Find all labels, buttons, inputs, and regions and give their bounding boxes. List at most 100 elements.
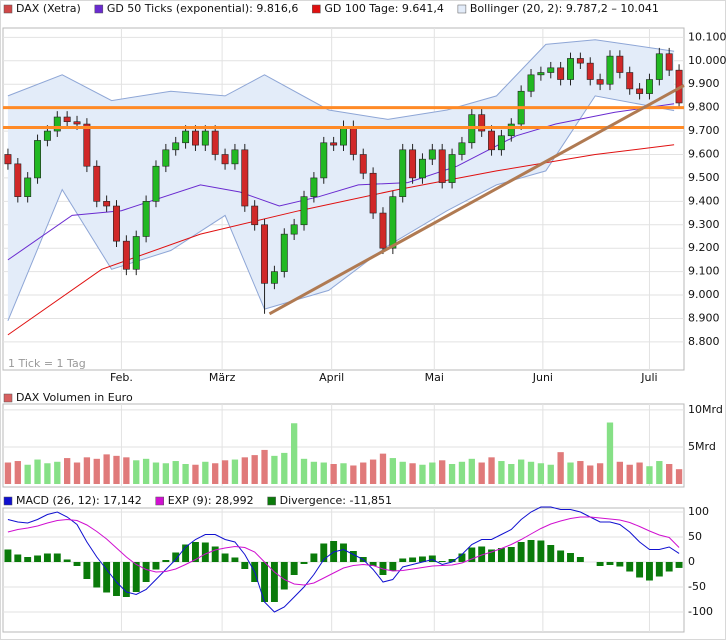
- candle-body: [14, 163, 22, 197]
- candle-body: [596, 79, 604, 85]
- candle-body: [93, 165, 101, 202]
- candle-body: [251, 205, 259, 226]
- moving-average: [7, 144, 675, 336]
- y-tick-label: 8.900: [688, 311, 720, 324]
- divergence-bar: [83, 562, 91, 579]
- volume-bar: [587, 465, 594, 484]
- candle-body: [557, 67, 565, 80]
- candle-body: [231, 149, 239, 165]
- candle-body: [379, 212, 387, 249]
- divergence-bar: [152, 562, 160, 570]
- layer: Feb. März April Mai Juni Juli 8.800 8.900 9.000 9…: [3, 2, 726, 632]
- volume-bar: [14, 461, 21, 484]
- volume-bar: [281, 452, 288, 484]
- volume-bar: [498, 461, 505, 484]
- volume-bar: [527, 461, 535, 484]
- volume-bar: [4, 462, 12, 484]
- divergence-bar: [182, 544, 190, 562]
- y-tick-label: 9.200: [688, 241, 720, 254]
- volume-bar: [162, 463, 170, 484]
- divergence-bar: [438, 561, 446, 562]
- indicator-line: [7, 506, 680, 613]
- divergence-bar: [261, 562, 268, 602]
- x-tick-label: Feb.: [110, 371, 133, 384]
- candle-body: [34, 140, 42, 179]
- divergence-bar: [201, 542, 209, 562]
- volume-bar: [231, 459, 239, 484]
- candle-body: [103, 201, 111, 207]
- volume-bar: [113, 455, 120, 484]
- candle-body: [418, 158, 426, 179]
- candle-body: [53, 116, 61, 132]
- candle-body: [191, 130, 199, 146]
- candle-body: [428, 149, 436, 160]
- divergence-bar: [113, 562, 120, 596]
- volume-bar: [192, 464, 199, 484]
- trend-line: [268, 84, 685, 316]
- candle-body: [280, 233, 288, 272]
- candle-body: [458, 142, 466, 155]
- candle-body: [221, 154, 229, 165]
- candle-body: [497, 135, 505, 151]
- volume-bar: [557, 452, 564, 484]
- y-tick-label: 9.000: [688, 288, 720, 301]
- candle-body: [507, 123, 515, 137]
- candle-body: [645, 79, 653, 94]
- legend-swatch: [3, 496, 13, 506]
- divergence-bar: [103, 562, 111, 593]
- volume-bar: [241, 457, 248, 484]
- candle-body: [290, 224, 298, 235]
- volume-bar: [44, 463, 51, 484]
- divergence-bar: [626, 562, 634, 572]
- divergence-bar: [596, 562, 604, 566]
- divergence-bar: [537, 540, 545, 562]
- candle-body: [4, 154, 12, 165]
- divergence-bar: [448, 559, 456, 562]
- note: 1 Tick = 1 Tag: [8, 357, 86, 370]
- divergence-bar: [497, 548, 505, 562]
- volume-bar: [251, 455, 258, 484]
- divergence-bar: [132, 562, 140, 592]
- volume-bar: [360, 462, 367, 484]
- divergence-bar: [34, 555, 41, 562]
- y-tick-label: 10.100: [688, 30, 726, 43]
- candle-body: [310, 177, 318, 197]
- candle-body: [211, 130, 219, 155]
- candle-body: [527, 74, 535, 92]
- y-tick-label: 0: [688, 555, 695, 568]
- divergence-bar: [428, 555, 436, 562]
- volume-bar: [409, 463, 416, 484]
- divergence-bar: [458, 553, 466, 562]
- candle-body: [448, 154, 456, 183]
- x-tick-label: März: [209, 371, 236, 384]
- divergence-bar: [675, 562, 683, 568]
- legend-label: GD 100 Tage: 9.641,4: [324, 2, 444, 15]
- divergence-bar: [567, 553, 574, 562]
- y-tick-label: 9.500: [688, 171, 720, 184]
- volume-bar: [656, 461, 663, 484]
- candle-body: [83, 123, 91, 167]
- volume-bar: [399, 461, 406, 484]
- divergence-bar: [290, 562, 298, 575]
- legend-label: Bollinger (20, 2): 9.787,2 – 10.041: [470, 2, 659, 15]
- divergence-bar: [162, 560, 170, 562]
- volume-bar: [340, 463, 347, 484]
- divergence-bar: [4, 549, 12, 562]
- legend-swatch: [3, 393, 13, 403]
- y-tick-label: 9.800: [688, 101, 720, 114]
- volume-bar: [547, 464, 554, 484]
- divergence-bar: [389, 562, 397, 571]
- y-tick-label: 9.900: [688, 77, 720, 90]
- volume-bar: [221, 460, 229, 484]
- candle-body: [330, 142, 338, 146]
- volume-bar: [675, 469, 683, 484]
- divergence-bar: [636, 562, 644, 578]
- divergence-bar: [340, 543, 347, 562]
- candle-body: [241, 149, 249, 207]
- volume-bar: [212, 463, 219, 484]
- volume-bar: [310, 461, 318, 484]
- volume-bar: [142, 458, 150, 484]
- volume-bar: [606, 422, 614, 484]
- volume-bar: [478, 462, 485, 484]
- volume-bar: [567, 462, 574, 484]
